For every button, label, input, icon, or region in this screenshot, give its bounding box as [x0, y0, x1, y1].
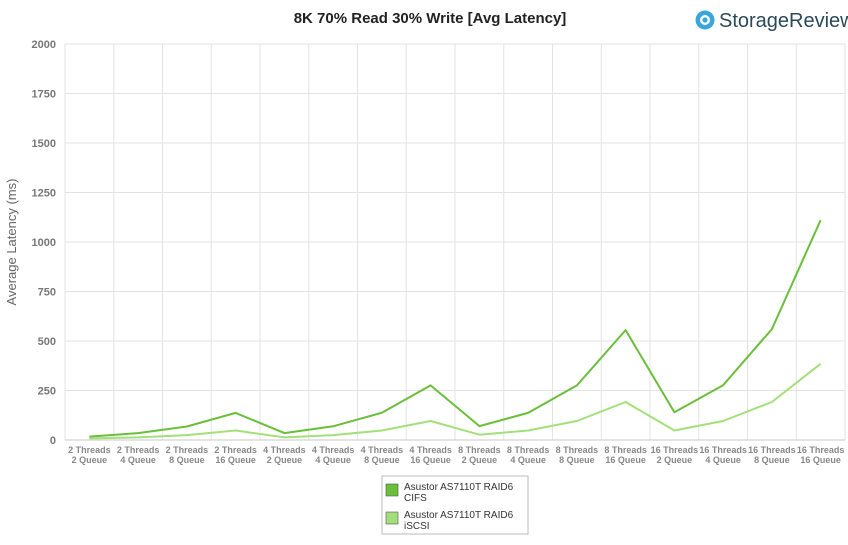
legend-swatch — [385, 511, 399, 525]
brand-logo: StorageReview — [695, 10, 848, 32]
x-tick-label-line: 4 Queue — [120, 455, 156, 465]
chart-title: 8K 70% Read 30% Write [Avg Latency] — [294, 10, 567, 27]
legend-label: CIFS — [404, 493, 427, 504]
y-tick-label: 1500 — [32, 138, 56, 150]
x-tick-label-line: 8 Queue — [754, 455, 790, 465]
x-tick-label-line: 4 Threads — [361, 445, 404, 455]
y-tick-label: 1750 — [32, 89, 56, 101]
series-line — [89, 363, 822, 440]
series-line — [89, 219, 822, 438]
legend-swatch — [385, 483, 399, 497]
y-tick-label: 500 — [38, 336, 56, 348]
x-tick-label-line: 16 Queue — [410, 455, 451, 465]
x-tick-label-line: 4 Threads — [312, 445, 355, 455]
y-tick-label: 1000 — [32, 237, 56, 249]
y-tick-label: 250 — [38, 386, 56, 398]
x-tick-label-line: 8 Threads — [458, 445, 501, 455]
x-tick-label-line: 2 Queue — [267, 455, 303, 465]
x-tick-label-line: 2 Queue — [657, 455, 693, 465]
x-tick-label-line: 2 Queue — [462, 455, 498, 465]
x-tick-label-line: 4 Queue — [705, 455, 741, 465]
x-tick-label-line: 4 Threads — [263, 445, 306, 455]
x-tick-label-line: 8 Queue — [559, 455, 595, 465]
legend-label: Asustor AS7110T RAID6 — [404, 510, 514, 521]
y-tick-label: 0 — [50, 435, 56, 447]
x-tick-label-line: 16 Threads — [797, 445, 845, 455]
legend-box — [381, 475, 529, 535]
legend-label: Asustor AS7110T RAID6 — [404, 482, 514, 493]
brand-name: StorageReview — [719, 10, 848, 32]
y-tick-label: 1250 — [32, 188, 56, 200]
x-tick-label-line: 16 Queue — [800, 455, 841, 465]
y-axis-ticks: 0 250 500 750 1000 1250 1500 1750 2000 — [32, 39, 56, 447]
y-tick-label: 2000 — [32, 39, 56, 51]
x-tick-label-line: 4 Queue — [315, 455, 351, 465]
x-tick-label-line: 2 Queue — [72, 455, 108, 465]
x-tick-label-line: 16 Threads — [699, 445, 747, 455]
x-tick-label-line: 2 Threads — [68, 445, 111, 455]
series-lines — [89, 219, 822, 440]
x-tick-label-line: 4 Queue — [510, 455, 546, 465]
x-tick-label-line: 2 Threads — [166, 445, 209, 455]
x-tick-label-line: 8 Queue — [364, 455, 400, 465]
x-tick-label-line: 2 Threads — [214, 445, 257, 455]
x-tick-label-line: 8 Threads — [507, 445, 550, 455]
x-tick-label-line: 8 Threads — [604, 445, 647, 455]
x-tick-label-line: 16 Threads — [651, 445, 699, 455]
x-tick-label-line: 8 Threads — [556, 445, 599, 455]
x-tick-label-line: 16 Threads — [748, 445, 796, 455]
x-tick-label-line: 16 Queue — [215, 455, 256, 465]
y-tick-label: 750 — [38, 287, 56, 299]
x-tick-label-line: 4 Threads — [409, 445, 452, 455]
legend-label: iSCSI — [404, 521, 430, 532]
x-tick-label-line: 16 Queue — [605, 455, 646, 465]
y-axis-label: Average Latency (ms) — [4, 179, 19, 306]
storagereview-logo-icon — [695, 10, 715, 30]
x-tick-label-line: 2 Threads — [117, 445, 160, 455]
x-tick-label-line: 8 Queue — [169, 455, 205, 465]
